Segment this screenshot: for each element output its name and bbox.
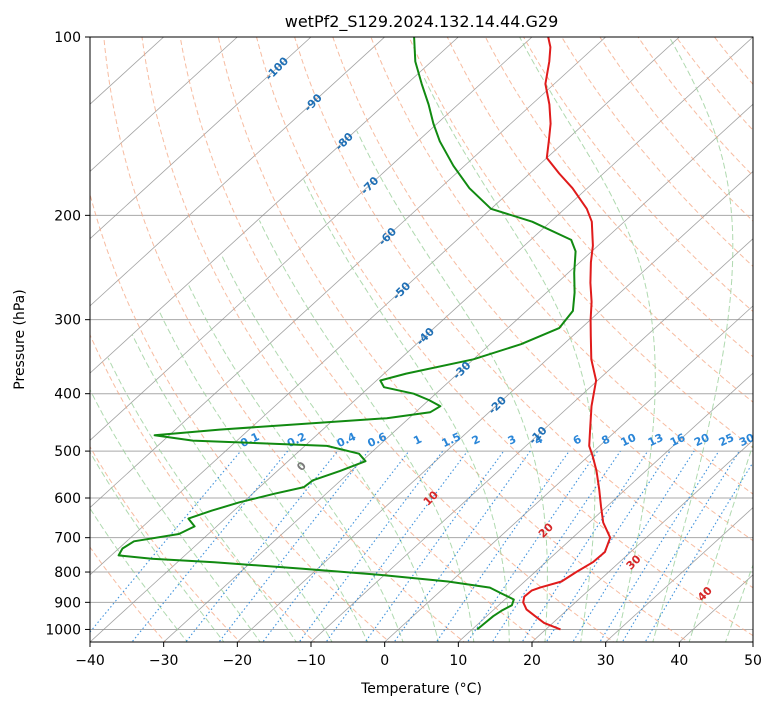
- isotherm-line: [384, 305, 753, 642]
- y-tick-label: 1000: [45, 622, 81, 638]
- dry-adiabat-line: [255, 37, 753, 637]
- temperature-profile-line: [522, 37, 612, 631]
- dry-adiabat-line: [332, 37, 753, 542]
- mixing-ratio-lines: [90, 450, 753, 642]
- isotherm-line: [531, 439, 753, 642]
- x-tick-label: 20: [523, 653, 541, 669]
- x-tick-label: 0: [380, 653, 389, 669]
- mixing-ratio-line: [599, 450, 720, 642]
- dry-adiabat-line: [523, 37, 753, 313]
- y-tick-label: 800: [54, 565, 81, 581]
- moist-adiabat-line: [221, 255, 439, 642]
- mixing-ratio-line: [466, 450, 599, 642]
- plot-area: 0.10.20.40.611.52346810131620253036-100-…: [90, 37, 757, 642]
- isotherm-line: [310, 238, 753, 642]
- isotherm-line: [90, 37, 312, 240]
- mixing-ratio-line: [325, 450, 468, 642]
- dry-adiabat-line: [141, 37, 540, 642]
- moist-adiabat-line: [652, 37, 734, 642]
- isotherm-lines: [90, 37, 753, 642]
- y-tick-label: 600: [54, 491, 81, 507]
- dry-adiabat-line: [294, 37, 753, 589]
- dry-adiabat-line: [446, 37, 753, 403]
- moist-adiabat-line: [688, 442, 753, 642]
- moist-adiabat-line: [356, 130, 548, 642]
- mixing-ratio-line: [572, 450, 695, 642]
- dry-adiabat-line: [370, 37, 753, 495]
- mixing-ratio-line: [491, 450, 621, 642]
- dewpoint-profile-line: [117, 37, 577, 631]
- isotherm-line: [90, 37, 385, 307]
- moist-adiabat-line: [188, 284, 404, 642]
- x-tick-label: −30: [149, 653, 179, 669]
- dry-adiabat-line: [90, 445, 241, 642]
- y-tick-label: 500: [54, 444, 81, 460]
- mixing-ratio-line: [521, 450, 649, 642]
- y-tick-label: 400: [54, 387, 81, 403]
- y-tick-label: 200: [54, 208, 81, 224]
- moist-adiabat-line: [131, 334, 333, 642]
- mixing-ratio-line: [393, 450, 531, 642]
- isotherm-line: [90, 37, 680, 576]
- mixing-ratio-line: [218, 450, 369, 642]
- x-tick-label: −40: [75, 653, 105, 669]
- plot-frame: [89, 36, 754, 643]
- isotherm-line: [458, 372, 753, 642]
- isotherm-line: [90, 37, 606, 509]
- mixing-ratio-line: [621, 450, 740, 642]
- mixing-ratio-label: 16: [668, 431, 688, 449]
- mixing-ratio-line: [131, 450, 289, 642]
- moist-adiabat-line: [90, 451, 225, 642]
- isobar-lines: [90, 37, 753, 630]
- isotherm-line: [90, 37, 753, 642]
- mixing-ratio-line: [545, 450, 671, 642]
- x-axis-ticks: −40 −30 −20 −10 0 10 20 30 40 50: [75, 642, 762, 669]
- mixing-ratio-label: 30: [737, 431, 757, 449]
- x-tick-label: −20: [223, 653, 253, 669]
- moist-adiabat-line: [107, 357, 297, 642]
- isotherm-line: [90, 37, 533, 441]
- chart-title: wetPf2_S129.2024.132.14.44.G29: [285, 12, 559, 32]
- profile-series: [117, 37, 612, 631]
- dry-adiabat-line: [179, 37, 615, 642]
- moist-adiabat-line: [422, 74, 596, 642]
- dry-adiabat-lines: [90, 37, 753, 642]
- x-tick-label: 50: [744, 653, 762, 669]
- y-tick-label: 100: [54, 30, 81, 46]
- dry-adiabat-line: [90, 333, 316, 642]
- isotherm-line: [605, 507, 753, 642]
- mixing-ratio-line: [435, 450, 570, 642]
- dry-adiabat-line: [90, 192, 391, 642]
- x-tick-label: 10: [449, 653, 467, 669]
- mixing-ratio-label: 10: [619, 431, 639, 449]
- y-axis-ticks: 100 200 300 400 500 600 700 800 900 1000: [45, 30, 90, 638]
- x-tick-label: 30: [597, 653, 615, 669]
- isotherm-line: [90, 37, 238, 172]
- moist-adiabat-line: [303, 179, 510, 642]
- mixing-ratio-label: 25: [717, 431, 736, 449]
- mixing-ratio-label: 13: [646, 431, 665, 449]
- mixing-ratio-label: 20: [692, 431, 712, 449]
- x-axis-label: Temperature (°C): [360, 681, 482, 697]
- moist-adiabat-line: [158, 310, 369, 642]
- moist-adiabat-line: [90, 388, 261, 642]
- moist-adiabat-lines: [90, 37, 753, 642]
- y-tick-label: 700: [54, 531, 81, 547]
- x-tick-label: 40: [670, 653, 688, 669]
- y-axis-label: Pressure (hPa): [12, 289, 28, 389]
- dry-adiabat-line: [103, 37, 465, 642]
- y-tick-label: 300: [54, 313, 81, 329]
- dry-adiabat-line: [217, 37, 690, 642]
- mixing-ratio-line: [364, 450, 505, 642]
- isotherm-line: [237, 170, 753, 642]
- moist-adiabat-line: [519, 37, 656, 642]
- isotherm-line: [90, 37, 459, 374]
- moist-adiabat-line: [258, 220, 475, 642]
- x-tick-label: −10: [296, 653, 326, 669]
- y-tick-label: 900: [54, 595, 81, 611]
